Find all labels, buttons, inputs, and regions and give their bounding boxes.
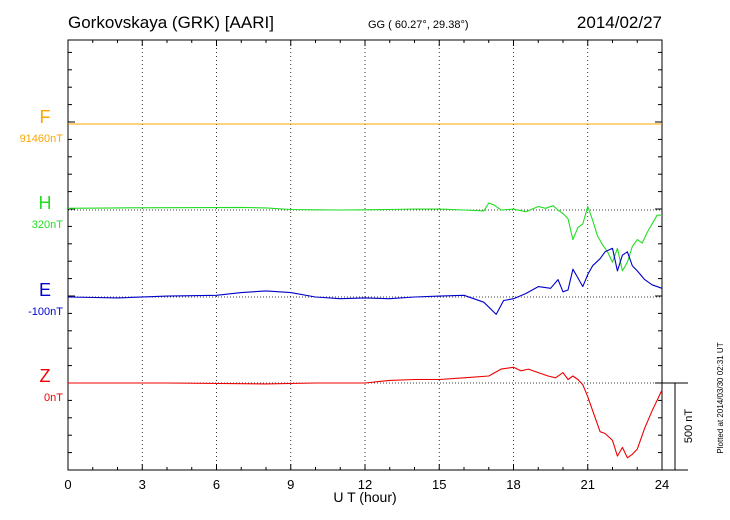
series-label-E: E xyxy=(39,280,51,300)
series-baseline-value-E: -100nT xyxy=(28,306,63,318)
plotted-timestamp: Plotted at 2014/03/30 02:31 UT xyxy=(716,342,725,453)
x-tick-label-15: 15 xyxy=(432,477,446,492)
series-label-F: F xyxy=(40,107,51,127)
series-baseline-value-Z: 0nT xyxy=(44,392,63,404)
x-tick-label-6: 6 xyxy=(213,477,220,492)
station-title: Gorkovskaya (GRK) [AARI] xyxy=(68,13,274,32)
axis-ticks xyxy=(67,40,663,470)
x-tick-label-3: 3 xyxy=(139,477,146,492)
geo-coordinates: GG ( 60.27°, 29.38°) xyxy=(368,19,469,31)
scale-bar-label: 500 nT xyxy=(683,409,695,444)
series-line-E xyxy=(67,247,663,315)
x-tick-label-21: 21 xyxy=(581,477,595,492)
series-baseline-value-F: 91460nT xyxy=(20,133,64,145)
series-lines xyxy=(67,123,663,459)
scale-bar: 500 nT xyxy=(662,382,695,471)
series-labels: F 91460nT H 320nT E -100nT Z 0nT xyxy=(20,107,64,404)
chart-date: 2014/02/27 xyxy=(577,13,662,32)
series-label-H: H xyxy=(39,193,52,213)
series-line-H xyxy=(67,202,662,272)
x-tick-label-24: 24 xyxy=(655,477,669,492)
x-tick-labels: 0 3 6 9 12 15 18 21 24 xyxy=(64,477,669,492)
x-tick-label-0: 0 xyxy=(64,477,71,492)
series-baseline-value-H: 320nT xyxy=(32,219,63,231)
grid-lines xyxy=(141,40,589,470)
x-tick-label-12: 12 xyxy=(358,477,372,492)
x-tick-label-9: 9 xyxy=(287,477,294,492)
x-axis-title: U T (hour) xyxy=(333,489,396,505)
series-line-Z xyxy=(68,366,663,459)
x-tick-label-18: 18 xyxy=(506,477,520,492)
series-label-Z: Z xyxy=(40,366,51,386)
